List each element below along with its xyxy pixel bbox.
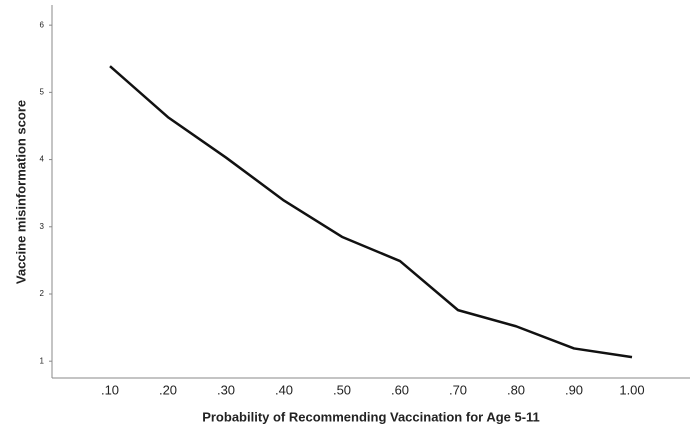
y-tick-label: 3 (40, 222, 45, 231)
y-tick-label: 1 (40, 356, 45, 365)
x-tick-label: 1.00 (619, 382, 644, 397)
x-tick-label: .50 (333, 382, 351, 397)
y-tick-label: 2 (40, 289, 45, 298)
y-tick-label: 4 (40, 155, 45, 164)
x-tick-label: .70 (449, 382, 467, 397)
x-tick-label: .10 (101, 382, 119, 397)
x-tick-label: .20 (159, 382, 177, 397)
line (109, 65, 633, 359)
x-tick-label: .80 (507, 382, 525, 397)
y-tick-label: 5 (40, 87, 45, 96)
x-tick-label: .30 (217, 382, 235, 397)
y-tick-label: 6 (40, 20, 45, 29)
x-tick-label: .90 (565, 382, 583, 397)
y-axis-title: Vaccine misinformation score (13, 100, 28, 284)
x-axis-title: Probability of Recommending Vaccination … (202, 409, 540, 424)
x-tick-label: .60 (391, 382, 409, 397)
x-tick-label: .40 (275, 382, 293, 397)
